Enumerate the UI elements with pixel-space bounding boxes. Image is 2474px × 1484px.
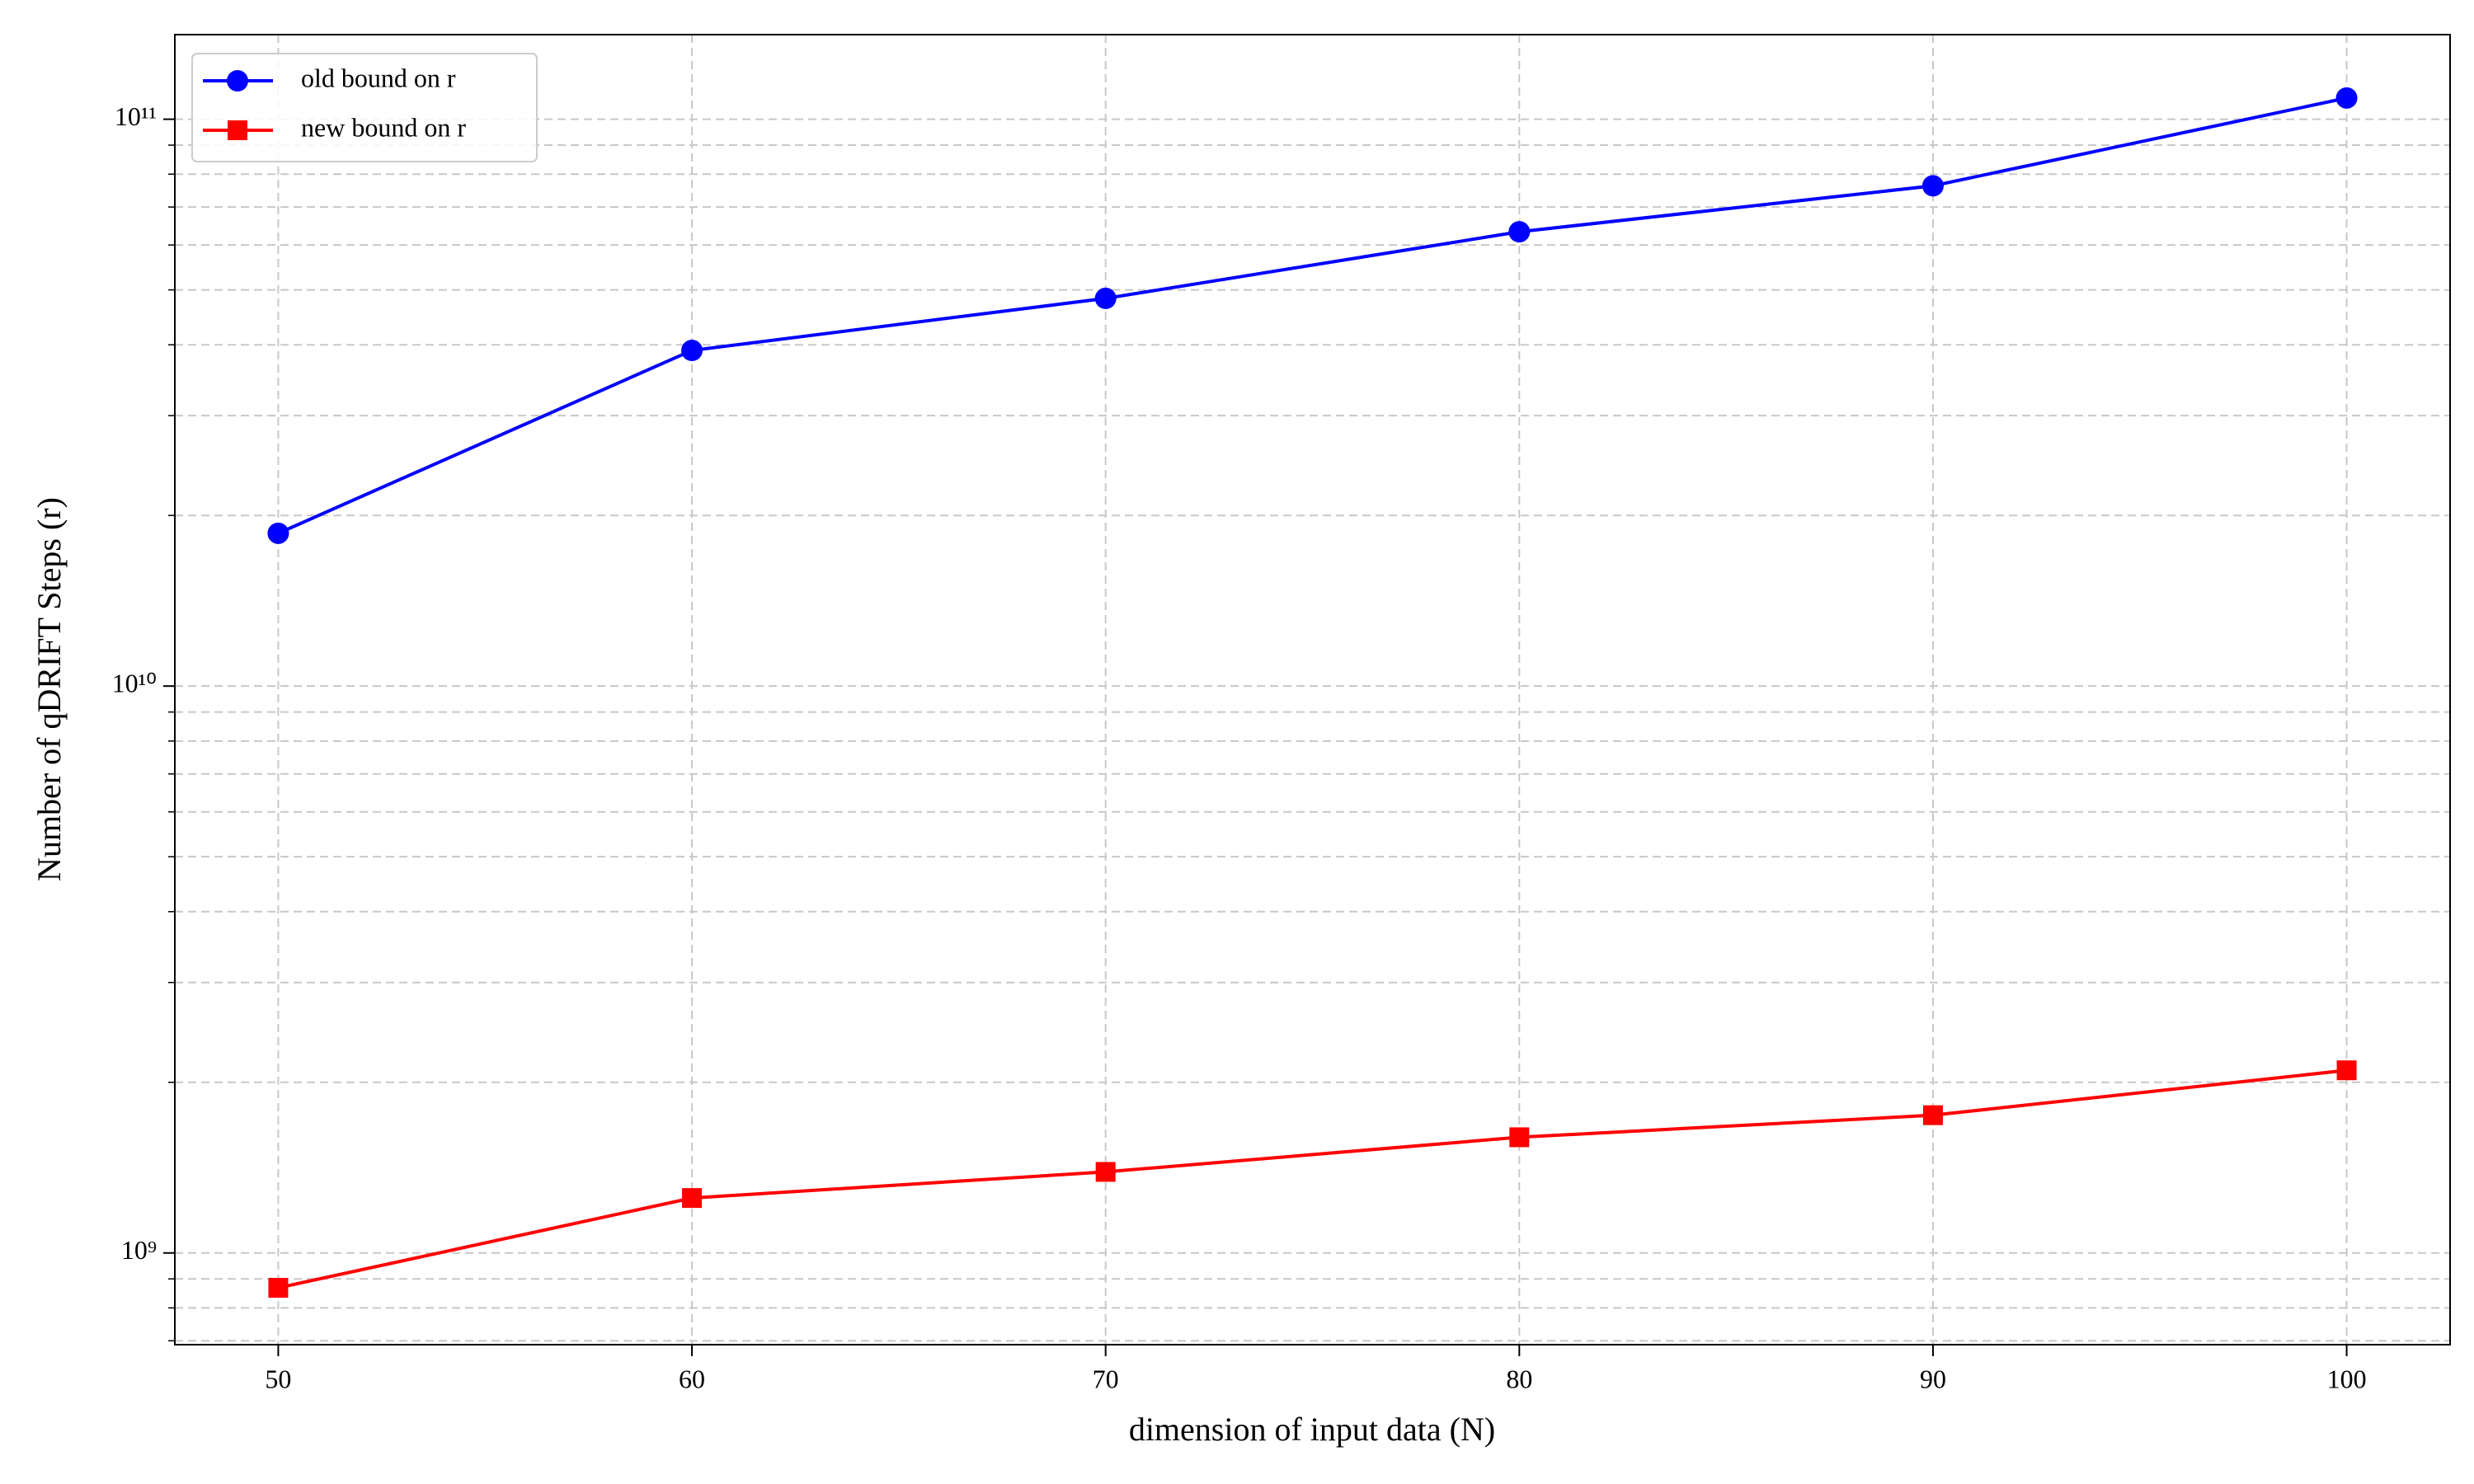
marker <box>1922 1105 1943 1125</box>
legend: old bound on r new bound on r <box>191 53 538 162</box>
y-tick-label: 10¹⁰ <box>112 669 157 698</box>
plot-frame <box>174 34 2451 1345</box>
legend-frame <box>191 53 538 162</box>
x-tick-label: 90 <box>1920 1364 1946 1393</box>
legend-label: new bound on r <box>301 112 466 142</box>
y-tick-label: 10¹¹ <box>115 101 157 131</box>
marker <box>1509 1127 1530 1148</box>
marker <box>2336 1060 2357 1081</box>
x-tick-label: 60 <box>679 1364 705 1393</box>
x-tick-label: 70 <box>1093 1364 1119 1393</box>
x-axis-label: dimension of input data (N) <box>1129 1411 1495 1448</box>
series-line <box>277 1068 2347 1289</box>
marker <box>1094 287 1117 309</box>
legend-label: old bound on r <box>301 63 456 92</box>
x-tick-label: 100 <box>2327 1364 2367 1393</box>
marker <box>1508 221 1531 243</box>
y-axis-label: Number of qDRIFT Steps (r) <box>31 497 68 881</box>
marker <box>682 1188 703 1209</box>
y-tick-label: 10⁹ <box>121 1235 157 1265</box>
marker <box>267 522 289 544</box>
marker <box>268 1278 289 1298</box>
x-tick-label: 50 <box>265 1364 291 1393</box>
legend-marker <box>227 70 248 92</box>
marker <box>1921 175 1944 197</box>
marker <box>681 340 703 362</box>
marker <box>1095 1162 1116 1182</box>
series-line <box>277 96 2348 535</box>
x-tick-label: 80 <box>1506 1364 1532 1393</box>
marker <box>2335 87 2358 109</box>
legend-marker <box>228 120 247 140</box>
